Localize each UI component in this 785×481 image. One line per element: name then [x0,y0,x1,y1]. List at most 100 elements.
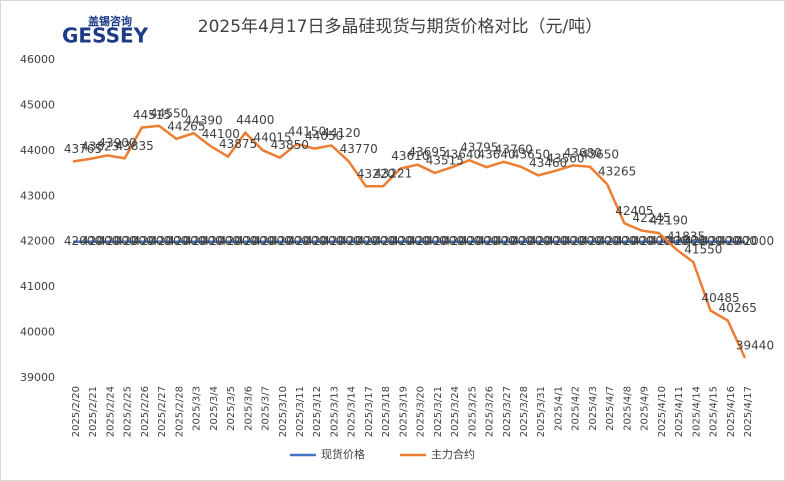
data-label: 43460 [529,156,567,170]
x-tick-label: 2025/3/17 [364,386,375,437]
data-label: 41835 [667,230,705,244]
x-tick-label: 2025/2/27 [157,386,168,437]
legend-label: 主力合约 [431,447,475,461]
x-tick-label: 2025/4/16 [726,386,737,437]
data-label: 43220 [357,167,395,181]
x-tick-label: 2025/3/7 [261,386,272,431]
data-label: 42000 [391,234,429,248]
x-tick-label: 2025/4/2 [571,386,582,431]
data-label: 43640 [443,148,481,162]
data-label: 42000 [615,234,653,248]
data-label: 44150 [288,125,326,139]
data-label: 42000 [167,234,205,248]
data-label: 42000 [98,234,136,248]
logo-brand: GESSEY [62,24,149,48]
x-tick-label: 2025/4/10 [657,386,668,437]
x-tick-label: 2025/3/13 [329,386,340,437]
x-tick-label: 2025/4/9 [640,386,651,431]
x-tick-label: 2025/4/1 [553,386,564,431]
data-label: 42000 [564,234,602,248]
data-label: 43650 [512,147,550,161]
data-label: 44390 [185,114,223,128]
data-label: 40265 [719,301,757,315]
data-label: 44120 [322,126,360,140]
x-tick-label: 2025/3/26 [485,386,496,437]
y-tick-label: 41000 [20,280,55,293]
data-label: 42000 [64,234,102,248]
data-label: 42000 [736,234,774,248]
x-tick-label: 2025/3/11 [295,386,306,437]
data-label: 43515 [426,153,464,167]
x-tick-label: 2025/3/5 [226,386,237,431]
data-label: 44015 [253,131,291,145]
data-label: 43760 [495,142,533,156]
x-tick-label: 2025/3/27 [502,386,513,437]
data-label: 44100 [202,127,240,141]
x-tick-label: 2025/3/12 [312,386,323,437]
data-label: 43900 [98,136,136,150]
data-label: 43640 [477,148,515,162]
data-label: 43221 [374,167,412,181]
y-tick-label: 39000 [20,371,55,384]
data-label: 43875 [219,137,257,151]
x-tick-label: 2025/3/21 [433,386,444,437]
data-label: 44550 [150,106,188,120]
data-label: 44050 [305,129,343,143]
x-tick-label: 2025/3/20 [416,386,427,437]
data-label: 42000 [150,234,188,248]
data-label: 42000 [460,234,498,248]
data-label: 43823 [81,139,119,153]
data-label: 42000 [581,234,619,248]
data-label: 42000 [116,234,154,248]
data-label: 42000 [236,234,274,248]
data-label: 42000 [667,234,705,248]
data-label: 43560 [546,151,584,165]
data-label: 43850 [271,138,309,152]
data-label: 42245 [633,211,671,225]
y-tick-label: 43000 [20,189,55,202]
x-tick-label: 2025/4/14 [691,386,702,437]
x-tick-label: 2025/2/24 [105,386,116,437]
x-tick-label: 2025/2/20 [71,386,82,437]
data-label: 42000 [185,234,223,248]
data-label: 42000 [546,234,584,248]
data-label: 42000 [305,234,343,248]
x-tick-label: 2025/3/19 [398,386,409,437]
y-tick-label: 45000 [20,98,55,111]
logo-name: 盖锡咨询 [88,14,132,28]
data-label: 42000 [322,234,360,248]
data-label: 43610 [391,149,429,163]
chart-title: 2025年4月17日多晶硅现货与期货价格对比（元/吨） [198,17,602,37]
data-label: 44400 [236,113,274,127]
data-label: 42000 [477,234,515,248]
x-tick-label: 2025/4/17 [743,386,754,437]
y-tick-label: 46000 [20,53,55,66]
x-tick-label: 2025/4/11 [674,386,685,437]
data-label: 43835 [116,139,154,153]
x-tick-label: 2025/2/21 [88,386,99,437]
data-label: 42000 [701,234,739,248]
x-tick-label: 2025/3/3 [192,386,203,431]
data-label: 42000 [495,234,533,248]
x-tick-label: 2025/3/24 [450,386,461,437]
series-line [72,124,747,359]
x-tick-label: 2025/4/15 [709,386,720,437]
data-label: 42405 [615,204,653,218]
data-label: 42000 [719,234,757,248]
data-label: 40485 [701,291,739,305]
data-label: 42000 [409,234,447,248]
data-label: 44515 [133,108,171,122]
data-label: 42000 [684,234,722,248]
x-tick-label: 2025/3/31 [536,386,547,437]
x-tick-label: 2025/3/25 [467,386,478,437]
logo [58,14,136,48]
data-label: 43680 [564,146,602,160]
data-label: 44265 [167,119,205,133]
x-tick-label: 2025/3/18 [381,386,392,437]
x-tick-label: 2025/2/26 [140,386,151,437]
data-label: 42000 [529,234,567,248]
data-label: 39440 [736,339,774,353]
data-label: 42000 [253,234,291,248]
data-label: 43795 [460,141,498,155]
